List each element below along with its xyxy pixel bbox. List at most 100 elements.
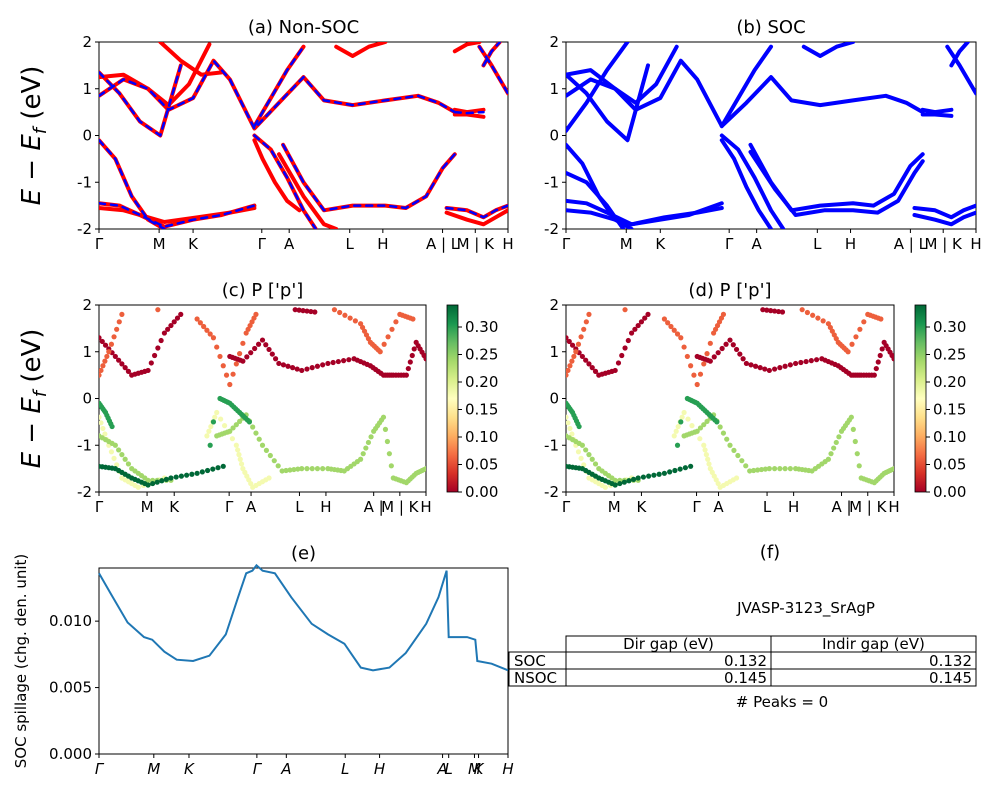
projection-point	[99, 420, 104, 426]
projection-point	[304, 466, 310, 472]
x-tick-label: H	[420, 498, 431, 516]
band-line-series-0	[566, 42, 630, 133]
projection-point	[828, 451, 834, 457]
x-tick-label: A | L	[426, 235, 460, 253]
band-line-series-0	[912, 210, 976, 227]
x-tick-label: L	[445, 760, 453, 778]
projection-point	[155, 307, 161, 313]
projection-point	[711, 354, 717, 360]
projection-point	[871, 372, 877, 378]
projection-point	[799, 307, 805, 313]
projection-point	[275, 463, 281, 469]
plot-area	[99, 307, 426, 490]
band-line-series-0	[566, 206, 724, 227]
projection-point	[347, 315, 353, 321]
projection-point	[891, 356, 894, 362]
projection-point	[145, 367, 151, 374]
projection-point	[342, 312, 348, 318]
projection-point	[393, 319, 399, 325]
table-cell: 0.132	[724, 652, 767, 670]
projection-point	[752, 363, 759, 369]
projection-point	[691, 372, 697, 378]
band-line-series-0	[920, 112, 954, 118]
y-tick-label: 1	[549, 343, 559, 361]
projection-point	[575, 341, 582, 347]
projection-point	[567, 425, 573, 432]
projection-point	[702, 447, 708, 453]
projection-point	[320, 466, 326, 472]
projection-point	[382, 426, 389, 432]
projection-point	[579, 353, 586, 360]
projection-point	[739, 458, 745, 464]
projection-point	[758, 466, 765, 473]
y-tick-label: 2	[549, 33, 559, 51]
projection-point	[197, 320, 203, 326]
projection-point	[207, 331, 213, 337]
projection-point	[112, 353, 118, 360]
projection-point	[873, 365, 879, 372]
band-line-series-1	[453, 110, 485, 115]
colorbar-tick-label: 0.25	[465, 346, 498, 364]
x-tick-label: A	[246, 498, 257, 516]
projection-point	[689, 423, 695, 429]
projection-point	[825, 456, 832, 462]
projection-point	[178, 473, 185, 479]
projection-point	[358, 456, 364, 462]
y-tick-label: 0.000	[49, 745, 92, 763]
x-tick-label: H	[502, 235, 513, 253]
material-id: JVASP-3123_SrAgP	[736, 599, 875, 618]
projection-point	[295, 466, 301, 472]
projection-point	[217, 353, 223, 360]
projection-point	[263, 342, 269, 348]
projection-point	[630, 476, 637, 482]
projection-point	[787, 362, 793, 368]
x-tick-label: K	[474, 760, 485, 778]
y-tick-label: 0	[549, 390, 559, 408]
projection-point	[672, 467, 678, 474]
projection-point	[314, 363, 321, 369]
projection-point	[294, 366, 300, 372]
projection-point	[803, 358, 809, 365]
projection-point	[635, 322, 641, 329]
projection-point	[145, 477, 151, 483]
projection-point	[671, 327, 677, 333]
projection-point	[566, 338, 572, 345]
projection-point	[380, 414, 387, 420]
projection-point	[210, 335, 217, 341]
projection-point	[331, 307, 338, 313]
projection-point	[252, 345, 258, 352]
projection-point	[583, 319, 589, 325]
x-tick-label: L	[813, 235, 822, 253]
x-tick-label: Γ	[692, 498, 701, 516]
projection-point	[299, 466, 305, 472]
y-tick-label: -1	[77, 173, 92, 191]
x-tick-label: L	[346, 235, 355, 253]
band-line-series-0	[277, 152, 339, 229]
projection-point	[707, 340, 713, 346]
projection-point	[678, 419, 684, 425]
projection-point	[592, 368, 599, 374]
projection-point	[255, 341, 262, 347]
y-tick-label: -1	[77, 436, 92, 454]
y-axis-label: E − Ef (eV)	[17, 329, 51, 469]
projection-point	[360, 451, 366, 457]
x-tick-label: Γ	[95, 760, 105, 778]
projection-point	[576, 423, 582, 430]
projection-point	[178, 311, 184, 317]
x-tick-label: Γ	[562, 498, 571, 516]
band-line-series-0	[748, 149, 925, 217]
table-column-header: Dir gap (eV)	[623, 635, 714, 653]
table-column-header: Indir gap (eV)	[822, 635, 925, 653]
projection-point	[861, 319, 867, 325]
y-axis-label-sub: f	[30, 125, 51, 134]
band-line-series-0	[920, 107, 954, 115]
projection-point	[240, 358, 246, 364]
projection-point	[625, 337, 631, 344]
projection-point	[287, 467, 293, 473]
projection-point	[777, 365, 783, 371]
colorbar-tick-label: 0.30	[933, 318, 966, 336]
band-line-series-0	[99, 138, 167, 229]
projection-point	[735, 452, 741, 459]
projection-point	[731, 447, 737, 453]
